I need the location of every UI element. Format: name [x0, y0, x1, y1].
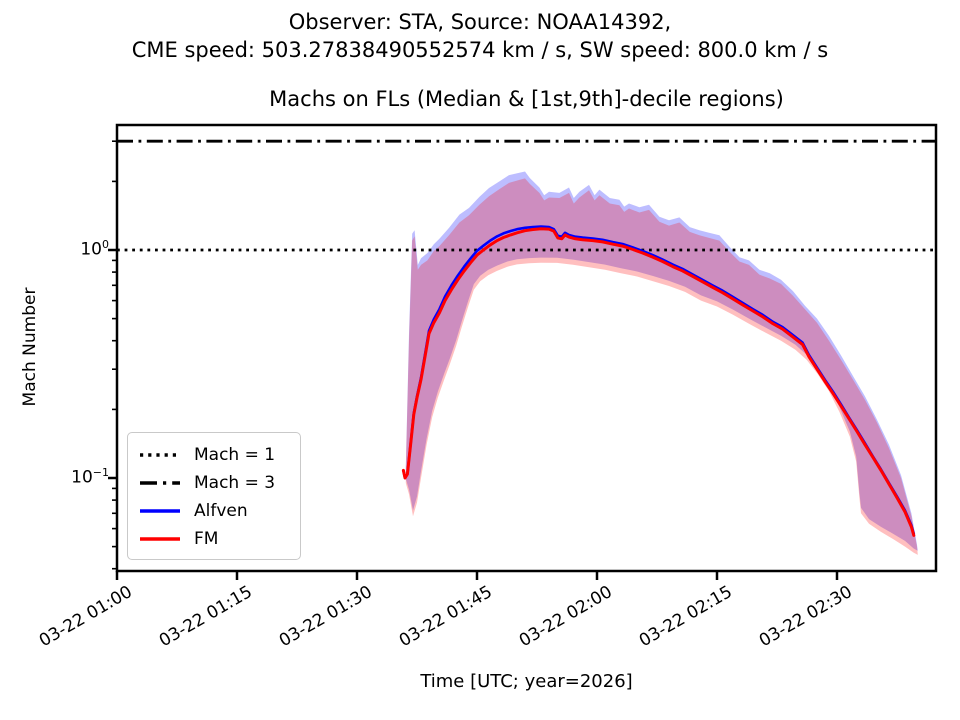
legend-label: Mach = 3: [194, 473, 276, 493]
x-axis-label: Time [UTC; year=2026]: [420, 671, 633, 692]
alfven-decile-band: [405, 171, 918, 551]
legend-label: FM: [194, 529, 219, 549]
blue-line-sample-icon: [140, 509, 180, 513]
red-line-sample-icon: [140, 537, 180, 541]
dotted-line-sample-icon: [140, 453, 180, 457]
legend-label: Alfven: [194, 501, 248, 521]
figure-suptitle: Observer: STA, Source: NOAA14392, CME spe…: [0, 8, 960, 64]
legend-item-alfven: Alfven: [139, 497, 300, 525]
axes-frame: [115, 123, 938, 573]
y-tick-label-1e0: 100: [80, 238, 109, 260]
dashdot-line-sample-icon: [140, 481, 180, 485]
axes-title: Machs on FLs (Median & [1st,9th]-decile …: [269, 87, 784, 111]
legend-item-mach3: Mach = 3: [139, 469, 300, 497]
y-axis-label: Mach Number: [20, 287, 40, 407]
y-tick-label-1e-1: 10−1: [71, 466, 109, 488]
legend-item-mach1: Mach = 1: [139, 441, 300, 469]
legend: Mach = 1 Mach = 3 Alfven FM: [127, 432, 301, 560]
fm-decile-band: [405, 178, 918, 555]
suptitle-line2: CME speed: 503.27838490552574 km / s, SW…: [131, 38, 829, 62]
series-line-fm: [401, 227, 916, 537]
legend-item-fm: FM: [139, 525, 300, 553]
suptitle-line1: Observer: STA, Source: NOAA14392,: [288, 10, 672, 34]
legend-label: Mach = 1: [194, 445, 276, 465]
